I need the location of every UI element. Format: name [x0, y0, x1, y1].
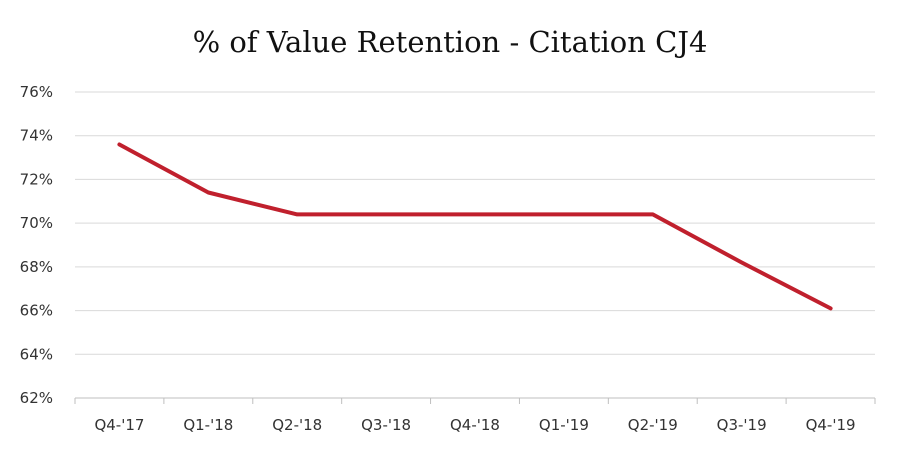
y-tick-label: 72%: [20, 170, 53, 188]
x-axis-tick-labels: Q4-'17 Q1-'18 Q2-'18 Q3-'18 Q4-'18 Q1-'19 Q2-'…: [94, 416, 855, 434]
grid-lines: [75, 92, 875, 354]
y-tick-label: 74%: [20, 127, 53, 145]
x-tick-label: Q3-'18: [361, 416, 411, 434]
y-tick-label: 68%: [20, 258, 53, 276]
y-tick-label: 66%: [20, 302, 53, 320]
x-tick-label: Q1-'19: [539, 416, 589, 434]
x-tick-label: Q1-'18: [183, 416, 233, 434]
x-tick-label: Q2-'18: [272, 416, 322, 434]
x-tick-label: Q4-'17: [94, 416, 144, 434]
series-lines: [119, 144, 830, 308]
x-tick-label: Q3-'19: [717, 416, 767, 434]
x-tick-label: Q2-'19: [628, 416, 678, 434]
series-line: [119, 145, 830, 309]
x-tick-label: Q4-'19: [806, 416, 856, 434]
x-tick-label: Q4-'18: [450, 416, 500, 434]
y-tick-label: 70%: [20, 214, 53, 232]
y-tick-label: 76%: [20, 83, 53, 101]
y-axis-tick-labels: 62% 64% 66% 68% 70% 72% 74% 76%: [20, 83, 53, 407]
y-tick-label: 62%: [20, 389, 53, 407]
chart-title: % of Value Retention - Citation CJ4: [193, 25, 708, 59]
x-axis: [75, 398, 875, 404]
y-tick-label: 64%: [20, 345, 53, 363]
